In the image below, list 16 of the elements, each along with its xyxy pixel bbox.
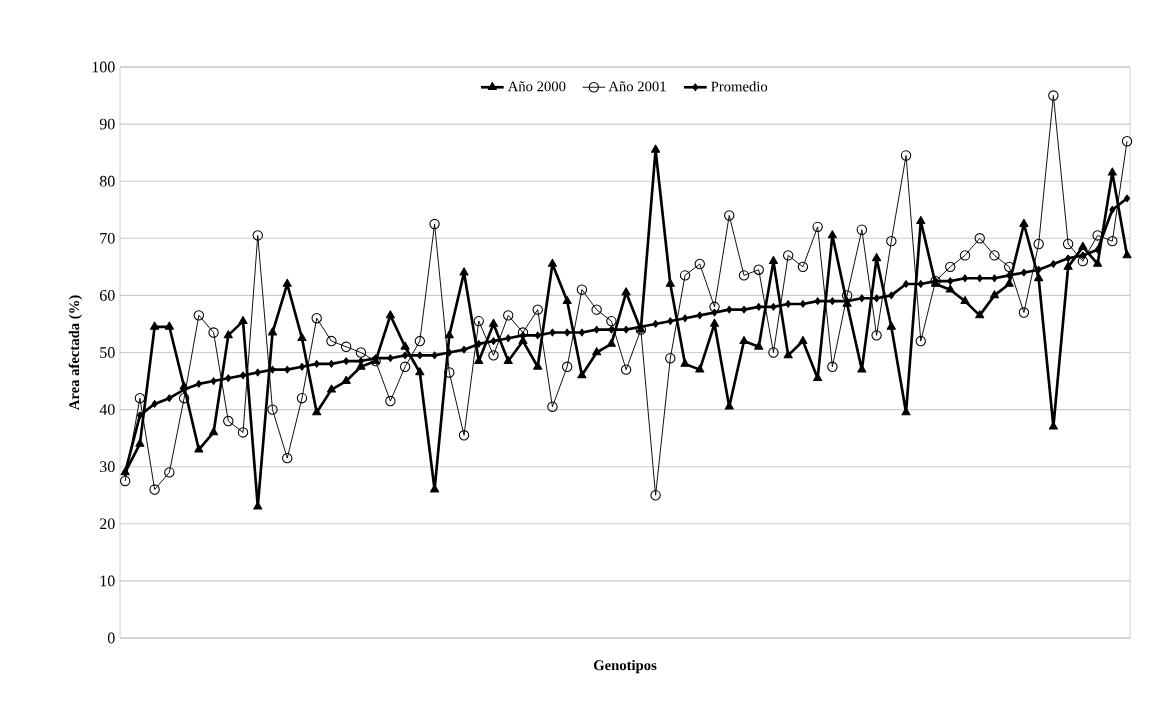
y-tick-label: 30	[100, 461, 115, 473]
y-tick-label: 90	[99, 118, 115, 130]
y-tick-label: 70	[100, 232, 115, 244]
y-tick-label: 10	[100, 575, 115, 587]
y-tick-label: 0	[107, 632, 115, 644]
legend-label: Año 2000	[507, 81, 566, 92]
y-tick-label: 20	[100, 518, 115, 530]
legend-label: Promedio	[711, 81, 768, 92]
y-tick-label: 80	[99, 175, 115, 187]
y-tick-label: 60	[99, 290, 115, 301]
y-tick-label: 40	[99, 404, 115, 415]
y-axis-title: Area afectada (%)	[68, 295, 83, 411]
legend-label: Año 2001	[608, 81, 666, 92]
x-axis-title: Genotipos	[593, 659, 657, 674]
y-tick-label: 100	[92, 61, 115, 73]
y-tick-label: 50	[100, 347, 115, 358]
